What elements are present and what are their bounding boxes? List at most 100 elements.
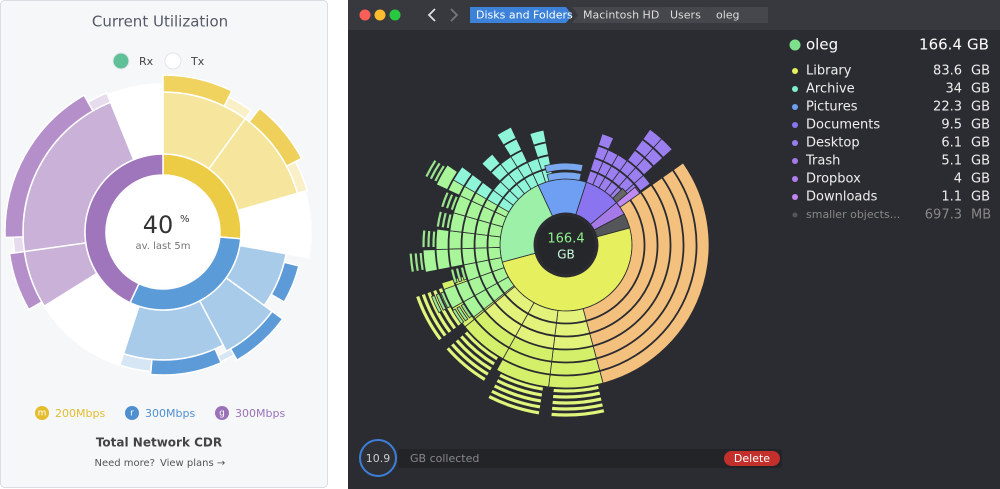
sunburst-segment[interactable] (653, 138, 673, 158)
item-name[interactable]: Desktop (806, 136, 860, 151)
sunburst-segment[interactable] (460, 303, 473, 319)
sunburst-segment[interactable] (421, 229, 427, 248)
sunburst-segment[interactable] (454, 267, 463, 283)
sunburst-segment[interactable] (635, 157, 654, 176)
sunburst-segment[interactable] (431, 295, 443, 314)
delete-label[interactable]: Delete (734, 452, 770, 465)
delete-button[interactable] (724, 451, 780, 466)
sunburst-segment[interactable] (459, 334, 496, 367)
sunburst-segment[interactable] (440, 291, 451, 309)
sunburst-segment[interactable] (435, 293, 447, 311)
sunburst-segment[interactable] (428, 161, 442, 181)
sunburst-segment[interactable] (408, 252, 415, 273)
sunburst-segment[interactable] (456, 305, 469, 322)
plan-label[interactable]: 200Mbps (55, 407, 105, 420)
item-name[interactable]: Downloads (806, 190, 878, 205)
sunburst-segment[interactable] (461, 231, 476, 250)
forward-button[interactable] (450, 8, 459, 22)
sunburst-center[interactable] (537, 216, 595, 274)
sunburst-segment[interactable] (615, 186, 641, 208)
sunburst-segment[interactable] (448, 248, 464, 268)
sunburst-segment[interactable] (449, 195, 459, 211)
sunburst-segment[interactable] (435, 228, 450, 250)
sunburst-segment[interactable] (463, 330, 500, 362)
zoom-button[interactable] (389, 9, 401, 21)
sunburst-segment[interactable] (440, 211, 448, 229)
sunburst-segment[interactable] (481, 153, 501, 173)
view-plans-link[interactable]: View plans → (160, 458, 225, 469)
sunburst-segment[interactable] (415, 294, 443, 342)
item-name[interactable]: smaller objects... (806, 208, 900, 221)
breadcrumb[interactable] (572, 7, 666, 23)
sunburst-segment[interactable] (413, 252, 420, 272)
sunburst-segment[interactable] (454, 338, 493, 372)
sunburst-segment[interactable] (418, 252, 425, 271)
sunburst-segment[interactable] (433, 164, 446, 183)
breadcrumb-active[interactable] (470, 7, 572, 23)
item-name[interactable]: Library (806, 64, 852, 79)
breadcrumb-label[interactable]: oleg (716, 9, 740, 22)
minimize-button[interactable] (374, 9, 386, 21)
sunburst-segment[interactable] (424, 158, 438, 179)
sunburst-segment[interactable] (554, 320, 591, 337)
sunburst-segment[interactable] (496, 359, 551, 388)
sunburst-segment[interactable] (552, 390, 602, 400)
sunburst-segment[interactable] (487, 246, 502, 261)
sunburst-segment[interactable] (420, 293, 448, 338)
sunburst-segment[interactable] (551, 396, 603, 406)
sunburst-segment[interactable] (551, 402, 604, 412)
sunburst-segment[interactable] (529, 129, 547, 146)
sunburst-segment[interactable] (440, 191, 450, 209)
sunburst-segment[interactable] (449, 342, 490, 377)
sunburst-segment[interactable] (490, 388, 542, 410)
sunburst-segment[interactable] (633, 174, 651, 192)
sunburst-segment[interactable] (612, 187, 628, 204)
sunburst-segment[interactable] (503, 138, 523, 157)
breadcrumb-label[interactable]: Users (670, 9, 701, 22)
sunburst-segment[interactable] (533, 142, 549, 159)
item-name[interactable]: Documents (806, 118, 880, 133)
sunburst-segment[interactable] (426, 230, 432, 248)
sunburst-segment[interactable] (556, 308, 587, 324)
sunburst-segment[interactable] (445, 193, 455, 210)
sunburst-segment[interactable] (461, 247, 477, 266)
back-button[interactable] (427, 8, 436, 22)
close-button[interactable] (359, 9, 371, 21)
sunburst-segment[interactable] (475, 181, 494, 200)
sunburst-segment[interactable] (474, 233, 489, 249)
sunburst-segment[interactable] (443, 284, 464, 309)
sunburst-segment[interactable] (487, 235, 501, 249)
sunburst-segment[interactable] (445, 346, 487, 382)
sunburst-segment[interactable] (445, 213, 453, 230)
sunburst-segment[interactable] (464, 174, 483, 194)
sunburst-segment[interactable] (492, 383, 543, 404)
sunburst-segment[interactable] (510, 150, 528, 168)
sunburst-segment[interactable] (431, 230, 437, 248)
sunburst-segment[interactable] (498, 372, 544, 392)
collector[interactable] (359, 439, 397, 477)
breadcrumb-label[interactable]: Macintosh HD (583, 9, 659, 22)
sunburst-segment[interactable] (455, 280, 475, 303)
sunburst-segment[interactable] (435, 210, 443, 228)
sunburst-segment[interactable] (452, 166, 473, 187)
sunburst-segment[interactable] (597, 133, 615, 150)
item-name[interactable]: Pictures (806, 100, 858, 115)
sunburst-segment[interactable] (452, 308, 465, 325)
plan-label[interactable]: 300Mbps (145, 407, 195, 420)
sunburst-segment[interactable] (459, 266, 468, 281)
item-name[interactable]: Archive (806, 82, 855, 97)
item-name[interactable]: Trash (805, 154, 840, 169)
sunburst-segment[interactable] (448, 230, 463, 250)
sunburst-segment[interactable] (552, 384, 600, 394)
sunburst-segment[interactable] (422, 249, 438, 273)
sunburst-segment[interactable] (644, 147, 664, 167)
sunburst-segment[interactable] (544, 162, 584, 174)
sunburst-segment[interactable] (495, 378, 543, 398)
item-name[interactable]: Dropbox (806, 172, 861, 187)
breadcrumb-label[interactable]: Disks and Folders (476, 9, 573, 22)
sunburst-segment[interactable] (550, 408, 606, 418)
sunburst-segment[interactable] (435, 164, 458, 191)
sunburst[interactable] (408, 126, 710, 418)
sunburst-segment[interactable] (435, 248, 451, 271)
sunburst-segment[interactable] (474, 247, 489, 263)
